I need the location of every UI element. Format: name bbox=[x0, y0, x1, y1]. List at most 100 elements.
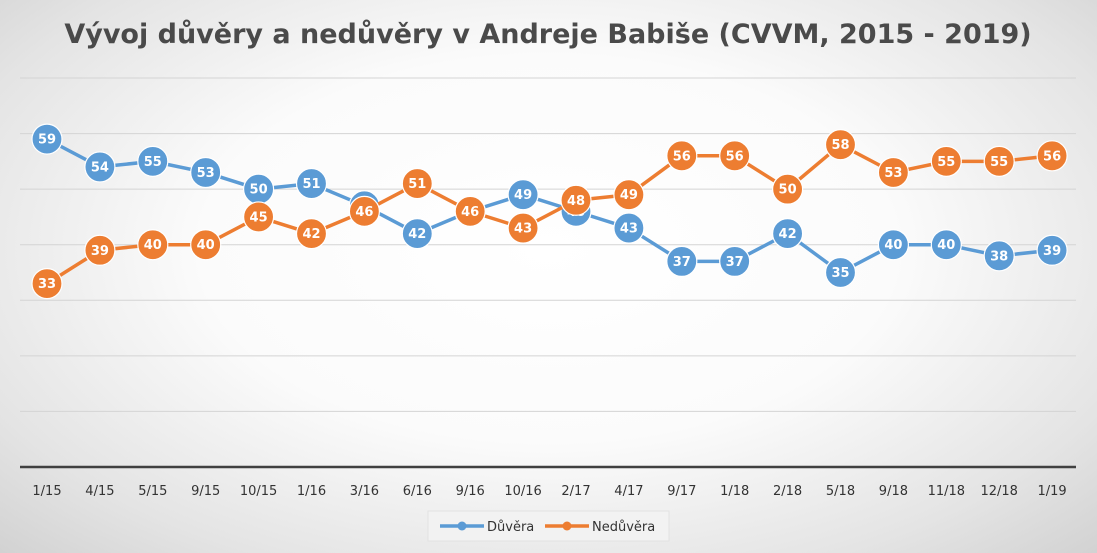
x-tick-label: 1/16 bbox=[297, 484, 326, 499]
data-label: 39 bbox=[91, 244, 109, 259]
data-point bbox=[666, 245, 698, 277]
legend-item: Důvěra bbox=[440, 520, 534, 535]
x-tick-label: 9/16 bbox=[456, 484, 485, 499]
x-tick-label: 9/15 bbox=[191, 484, 220, 499]
data-point bbox=[507, 179, 539, 211]
data-label: 39 bbox=[1043, 244, 1061, 259]
data-label: 49 bbox=[514, 188, 532, 203]
data-point bbox=[983, 240, 1015, 272]
data-point bbox=[1036, 234, 1068, 266]
data-label: 55 bbox=[144, 155, 162, 170]
data-point bbox=[401, 218, 433, 250]
data-label: 40 bbox=[144, 238, 162, 253]
data-point bbox=[930, 145, 962, 177]
legend-label: Nedůvěra bbox=[592, 520, 655, 535]
data-label: 42 bbox=[408, 227, 426, 242]
x-tick-label: 9/17 bbox=[667, 484, 696, 499]
x-tick-label: 1/15 bbox=[32, 484, 61, 499]
x-tick-label: 5/18 bbox=[826, 484, 855, 499]
data-point bbox=[31, 268, 63, 300]
data-point bbox=[613, 212, 645, 244]
data-label: 48 bbox=[567, 194, 585, 209]
data-point bbox=[719, 245, 751, 277]
legend-marker bbox=[562, 521, 572, 531]
data-point bbox=[877, 156, 910, 189]
data-label: 53 bbox=[884, 166, 902, 181]
series-duvera: 5954555350514742464946433737423540403839 bbox=[31, 123, 1068, 289]
x-axis: 1/15 4/15 5/15 9/15 10/15 1/16 3/16 6/16 9/16 10/… bbox=[20, 465, 1076, 499]
legend-label: Důvěra bbox=[487, 520, 534, 535]
data-label: 43 bbox=[514, 222, 532, 237]
x-tick-label: 3/16 bbox=[350, 484, 379, 499]
x-tick-label: 1/19 bbox=[1037, 484, 1066, 499]
data-label: 37 bbox=[726, 255, 744, 270]
data-label: 42 bbox=[302, 227, 320, 242]
data-point bbox=[930, 229, 962, 261]
data-label: 51 bbox=[408, 177, 426, 192]
x-tick-label: 2/17 bbox=[561, 484, 590, 499]
data-label: 55 bbox=[990, 155, 1008, 170]
data-label: 56 bbox=[726, 149, 744, 164]
data-point bbox=[137, 229, 169, 261]
data-label: 46 bbox=[461, 205, 479, 220]
data-point bbox=[666, 140, 698, 172]
data-label: 40 bbox=[884, 238, 902, 253]
data-label: 35 bbox=[831, 266, 849, 281]
data-point bbox=[507, 212, 539, 244]
data-point bbox=[84, 151, 116, 183]
x-tick-label: 11/18 bbox=[928, 484, 965, 499]
data-point bbox=[84, 234, 116, 266]
data-label: 45 bbox=[250, 210, 268, 225]
x-tick-label: 12/18 bbox=[980, 484, 1017, 499]
data-point bbox=[983, 145, 1015, 177]
data-point bbox=[1036, 140, 1068, 172]
data-label: 37 bbox=[673, 255, 691, 270]
series-neduvera: 33 39 40 40 45 42 46 51 46 43 48 49 56 56 50 58 53 55 55 56 bbox=[31, 129, 1068, 300]
data-point bbox=[137, 145, 169, 177]
data-point bbox=[877, 229, 910, 261]
x-tick-label: 9/18 bbox=[879, 484, 908, 499]
series-layer: 5954555350514742464946433737423540403839… bbox=[31, 123, 1068, 300]
data-label: 40 bbox=[937, 238, 955, 253]
data-point bbox=[31, 123, 63, 155]
data-label: 38 bbox=[990, 249, 1008, 264]
x-tick-label: 10/16 bbox=[504, 484, 541, 499]
data-point bbox=[348, 195, 380, 227]
data-label: 56 bbox=[1043, 149, 1061, 164]
data-point bbox=[190, 156, 222, 189]
data-point bbox=[824, 256, 857, 289]
data-point bbox=[295, 218, 328, 250]
x-tick-label: 1/18 bbox=[720, 484, 749, 499]
data-point bbox=[560, 184, 592, 216]
data-label: 49 bbox=[620, 188, 638, 203]
data-label: 33 bbox=[38, 277, 56, 292]
data-point bbox=[613, 179, 645, 211]
data-label: 59 bbox=[38, 133, 56, 148]
data-label: 50 bbox=[250, 183, 268, 198]
data-point bbox=[401, 167, 433, 200]
legend-item: Nedůvěra bbox=[545, 520, 655, 535]
data-label: 46 bbox=[355, 205, 373, 220]
data-label: 53 bbox=[197, 166, 215, 181]
data-point bbox=[824, 129, 857, 161]
x-tick-label: 6/16 bbox=[403, 484, 432, 499]
data-point bbox=[771, 173, 804, 205]
data-point bbox=[771, 218, 804, 250]
data-label: 54 bbox=[91, 160, 109, 175]
legend: Důvěra Nedůvěra bbox=[427, 510, 670, 542]
legend-marker bbox=[457, 521, 467, 531]
x-tick-label: 4/17 bbox=[614, 484, 643, 499]
data-point bbox=[295, 167, 328, 200]
data-label: 50 bbox=[779, 183, 797, 198]
data-point bbox=[719, 140, 751, 172]
data-point bbox=[243, 201, 275, 233]
chart-title: Vývoj důvěry a nedůvěry v Andreje Babiše… bbox=[64, 19, 1031, 50]
data-label: 42 bbox=[779, 227, 797, 242]
data-label: 56 bbox=[673, 149, 691, 164]
data-point bbox=[454, 195, 486, 227]
x-tick-label: 4/15 bbox=[85, 484, 114, 499]
x-tick-label: 2/18 bbox=[773, 484, 802, 499]
x-tick-label: 5/15 bbox=[138, 484, 167, 499]
